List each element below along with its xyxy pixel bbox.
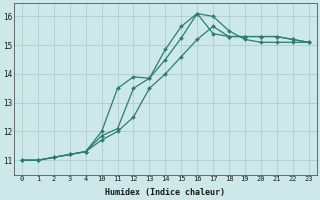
X-axis label: Humidex (Indice chaleur): Humidex (Indice chaleur)	[105, 188, 225, 197]
